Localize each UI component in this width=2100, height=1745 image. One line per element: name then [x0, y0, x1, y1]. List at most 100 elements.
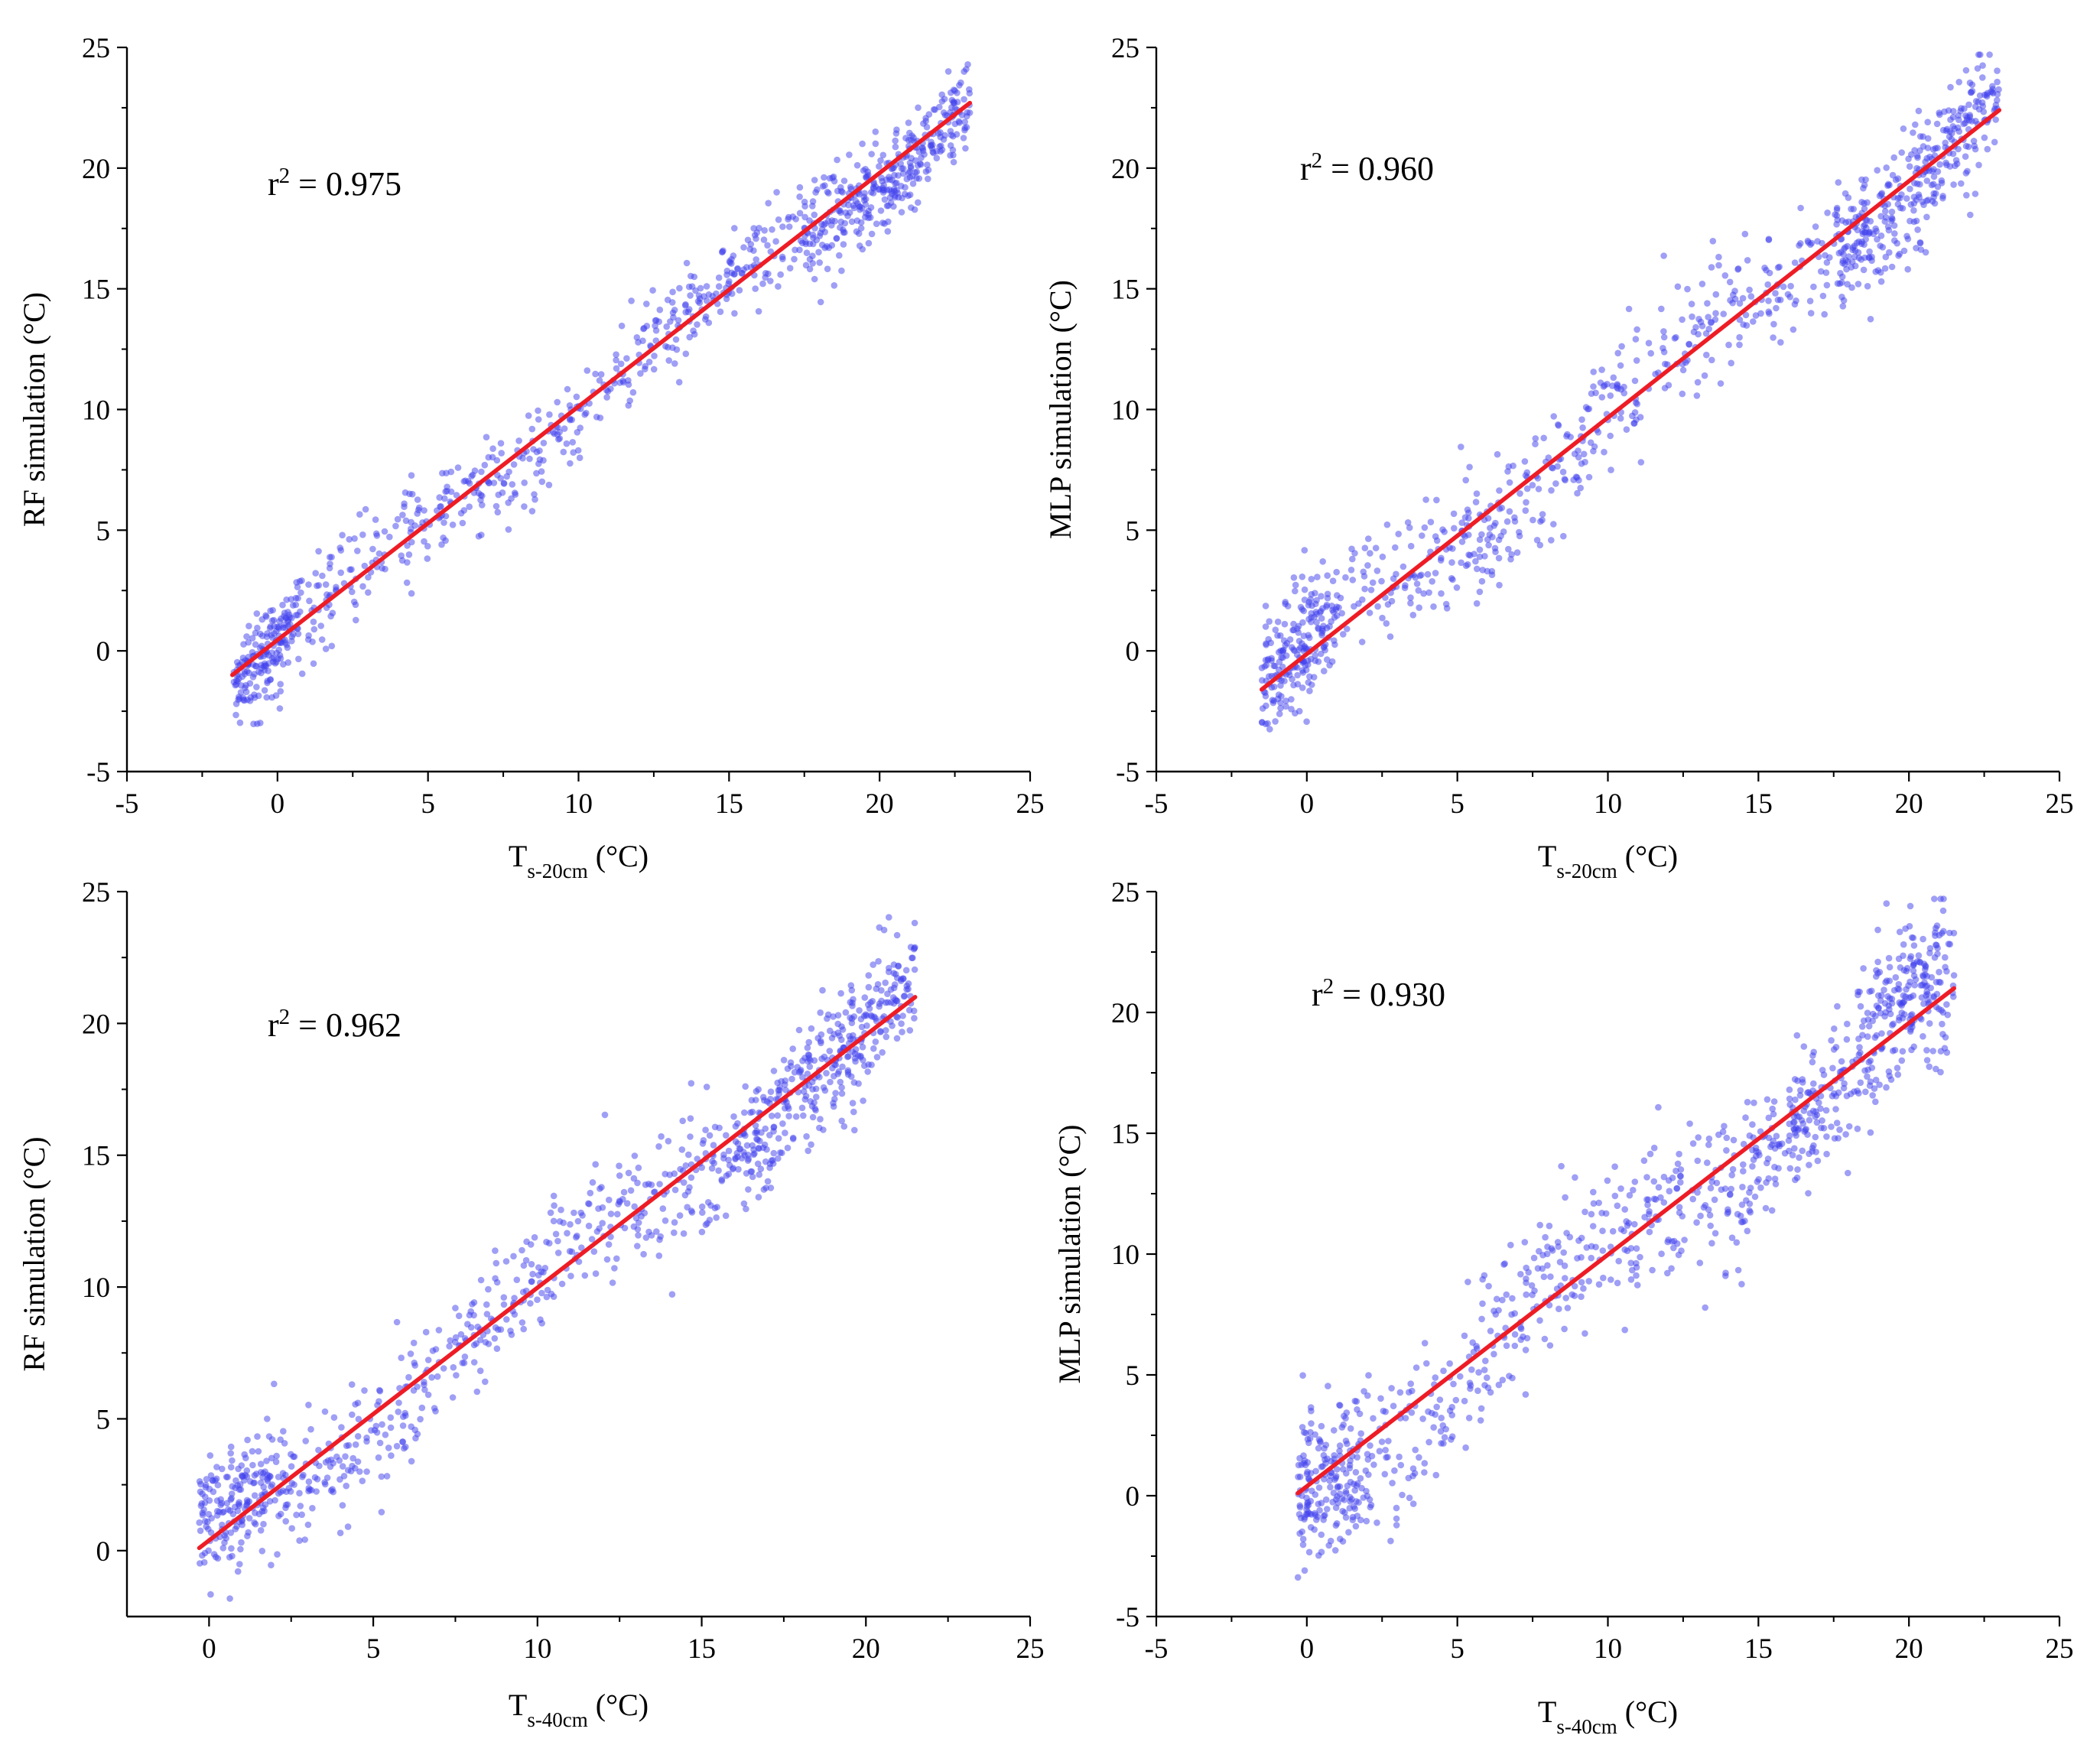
- data-point: [428, 1374, 435, 1381]
- data-point: [1295, 707, 1303, 715]
- data-point: [1677, 1178, 1684, 1186]
- data-point: [954, 99, 961, 106]
- data-point: [307, 1425, 314, 1433]
- data-point: [573, 1233, 580, 1241]
- data-point: [381, 528, 388, 535]
- data-point: [849, 1002, 856, 1009]
- x-tick-label: 25: [2046, 788, 2074, 820]
- data-point: [1344, 1440, 1351, 1448]
- data-point: [424, 555, 431, 562]
- data-point: [1290, 681, 1297, 689]
- data-point: [1874, 992, 1882, 999]
- data-point: [1523, 1279, 1529, 1286]
- data-point: [603, 1256, 611, 1263]
- data-point: [1804, 1131, 1811, 1138]
- data-point: [550, 1217, 558, 1225]
- data-point: [1484, 515, 1492, 522]
- data-point: [784, 1103, 792, 1110]
- data-point: [1588, 390, 1595, 397]
- data-point: [1708, 1240, 1715, 1247]
- data-point: [652, 337, 660, 344]
- data-point: [219, 1465, 226, 1473]
- data-point: [1693, 392, 1701, 399]
- data-point: [408, 590, 415, 597]
- data-point: [1842, 256, 1849, 264]
- data-point: [1396, 1389, 1404, 1396]
- data-point: [635, 1232, 642, 1239]
- data-point: [1924, 119, 1931, 125]
- data-point: [893, 931, 901, 939]
- data-point: [774, 1112, 782, 1119]
- data-point: [1946, 133, 1953, 141]
- data-point: [1928, 973, 1936, 981]
- data-point: [1829, 1064, 1836, 1072]
- data-point: [761, 227, 768, 234]
- data-point: [1324, 1506, 1331, 1513]
- data-point: [362, 505, 369, 513]
- x-axis-title: Ts-20cm (°C): [509, 839, 649, 882]
- x-tick-label: 0: [1300, 1633, 1315, 1665]
- data-point: [1473, 490, 1481, 497]
- x-axis-title-unit: (°C): [588, 1688, 649, 1722]
- data-point: [1419, 1415, 1426, 1422]
- data-point: [1525, 1269, 1532, 1276]
- data-point: [447, 1337, 453, 1344]
- data-point: [1313, 596, 1320, 604]
- data-point: [251, 1519, 258, 1526]
- data-point: [1856, 1044, 1863, 1051]
- data-point: [368, 1427, 375, 1434]
- data-point: [893, 1035, 901, 1042]
- data-point: [1845, 1169, 1851, 1177]
- data-point: [1686, 341, 1692, 348]
- data-point: [1861, 254, 1868, 262]
- data-point: [1370, 1415, 1377, 1422]
- data-point: [1910, 206, 1917, 214]
- data-point: [297, 589, 304, 596]
- data-point: [1972, 118, 1979, 125]
- y-axis-title: MLP simulation (°C): [1052, 1125, 1087, 1384]
- data-point: [827, 1078, 834, 1086]
- data-point: [850, 996, 857, 1003]
- data-point: [1299, 1372, 1306, 1379]
- data-point: [811, 211, 818, 219]
- data-point: [1889, 1048, 1897, 1054]
- data-point: [1926, 944, 1934, 952]
- data-point: [1617, 1226, 1625, 1233]
- data-point: [1848, 258, 1856, 265]
- data-point: [290, 1453, 297, 1461]
- data-point: [834, 156, 840, 164]
- data-point: [1582, 1330, 1588, 1337]
- data-point: [453, 492, 460, 499]
- data-point: [1318, 1500, 1325, 1506]
- data-point: [1294, 671, 1301, 679]
- data-point: [1382, 1447, 1389, 1454]
- data-point: [1499, 1296, 1506, 1304]
- data-point: [1765, 1134, 1773, 1142]
- data-point: [435, 1327, 443, 1334]
- data-point: [1882, 253, 1890, 261]
- data-point: [403, 579, 411, 587]
- data-point: [797, 1067, 805, 1074]
- data-point: [1842, 1131, 1849, 1138]
- data-point: [1595, 429, 1602, 436]
- data-point: [800, 1112, 807, 1119]
- data-point: [1523, 499, 1529, 506]
- data-point: [1590, 369, 1597, 375]
- data-point: [261, 687, 268, 694]
- data-point: [263, 694, 271, 701]
- data-point: [243, 633, 250, 640]
- data-point: [759, 1093, 767, 1101]
- data-point: [1360, 573, 1368, 580]
- data-point: [900, 993, 908, 1000]
- data-point: [1876, 969, 1884, 976]
- data-point: [694, 321, 701, 328]
- data-point: [1534, 1265, 1542, 1272]
- data-point: [1733, 1239, 1741, 1246]
- data-point: [1917, 982, 1925, 989]
- data-point: [254, 1433, 261, 1440]
- x-tick-label: 15: [1744, 788, 1773, 820]
- data-point: [1803, 1126, 1809, 1132]
- data-point: [1469, 1339, 1476, 1346]
- data-point: [744, 236, 752, 244]
- data-point: [1881, 208, 1889, 215]
